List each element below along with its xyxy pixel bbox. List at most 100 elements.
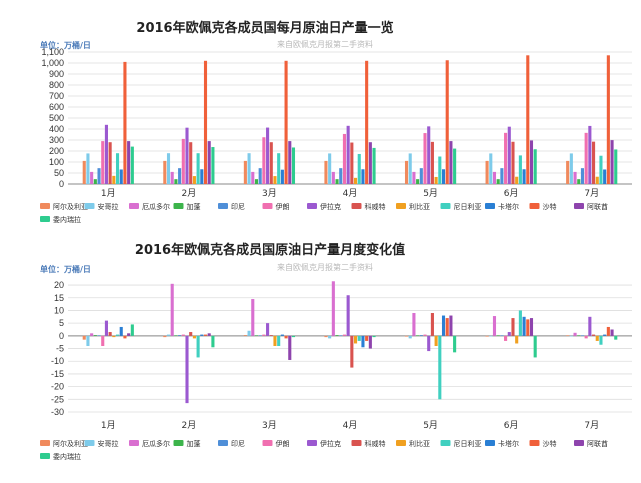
legend-label: 利比亚 [409,202,430,211]
bar [592,141,596,184]
bar [445,318,449,336]
category-label: 7月 [584,188,599,199]
legend-swatch [40,216,50,222]
legend-label: 阿尔及利亚 [53,202,88,211]
bar [335,179,339,184]
bar [577,335,581,336]
bar [412,313,416,336]
legend-swatch [40,203,50,209]
bar [438,335,442,400]
y-tick-label: 600 [49,102,64,112]
bar [273,335,277,346]
bar [610,140,614,184]
bar [361,335,365,348]
bar [196,335,200,358]
bar [291,147,296,184]
bar [533,335,537,358]
bar [251,299,255,336]
bar [101,141,105,184]
bar [284,60,288,184]
bar [277,335,281,346]
bar [251,171,255,184]
bar [599,335,603,345]
y-tick-label: 5 [59,318,64,328]
bar [365,335,369,341]
legend-label: 卡塔尔 [498,439,519,448]
bar [569,335,573,337]
y-tick-label: 800 [49,80,64,90]
bar [573,171,577,184]
bar [489,153,493,184]
bar [192,335,196,339]
bar [291,335,296,338]
legend-swatch [485,203,495,209]
bar [178,335,182,336]
bar [247,330,251,336]
bar [580,168,585,184]
bar [427,335,431,352]
bar [331,281,335,336]
category-label: 5月 [423,420,438,431]
bar [416,179,420,184]
bar [515,176,519,184]
bar [610,329,614,336]
bar [119,169,123,184]
bar [372,147,376,184]
bar [614,335,618,340]
bar [430,141,434,184]
bar [269,335,273,336]
bar [427,126,431,184]
legend-swatch [351,440,362,446]
y-tick-label: -10 [51,356,64,366]
bar [419,335,423,336]
bar [404,160,409,184]
legend-label: 印尼 [231,203,245,211]
bar [573,332,577,336]
legend-swatch [84,440,95,446]
bar [357,153,361,184]
legend-label: 安哥拉 [98,439,119,448]
legend-label: 伊朗 [276,439,290,448]
legend-label: 科威特 [365,439,386,448]
bar [174,335,178,336]
category-label: 1月 [101,420,116,431]
legend-label: 伊拉克 [320,202,341,211]
bar [408,153,412,184]
bar [365,60,369,184]
bar [166,334,171,336]
bar [606,55,610,184]
bar [243,160,247,184]
bar [189,332,193,336]
bar [416,335,420,336]
category-label: 3月 [262,188,277,199]
legend-swatch [262,203,273,209]
y-tick-label: 1,000 [41,58,64,68]
bar [93,179,97,184]
legend-swatch [529,440,540,446]
legend-swatch [129,440,139,446]
bar [584,132,588,184]
chart-subtitle: 来自欧佩克月报第二手资料 [277,39,373,49]
bar [350,335,354,368]
bar [288,141,292,184]
legend-swatch [218,203,228,209]
legend-swatch [307,203,317,209]
legend-label: 安哥拉 [98,202,119,211]
bar [492,171,497,184]
bar [588,125,592,184]
bar [104,124,108,184]
bar [526,319,530,336]
bar [592,334,596,336]
category-label: 6月 [504,188,519,199]
bar [123,61,127,184]
y-tick-label: 15 [54,293,64,303]
bar [346,125,350,184]
bar [434,335,438,346]
legend-label: 阿联酋 [587,439,608,448]
bar [408,335,412,339]
bar [288,335,292,360]
legend-label: 阿联酋 [587,202,608,211]
bar [603,169,607,184]
bar [127,141,131,184]
bar [130,146,134,184]
